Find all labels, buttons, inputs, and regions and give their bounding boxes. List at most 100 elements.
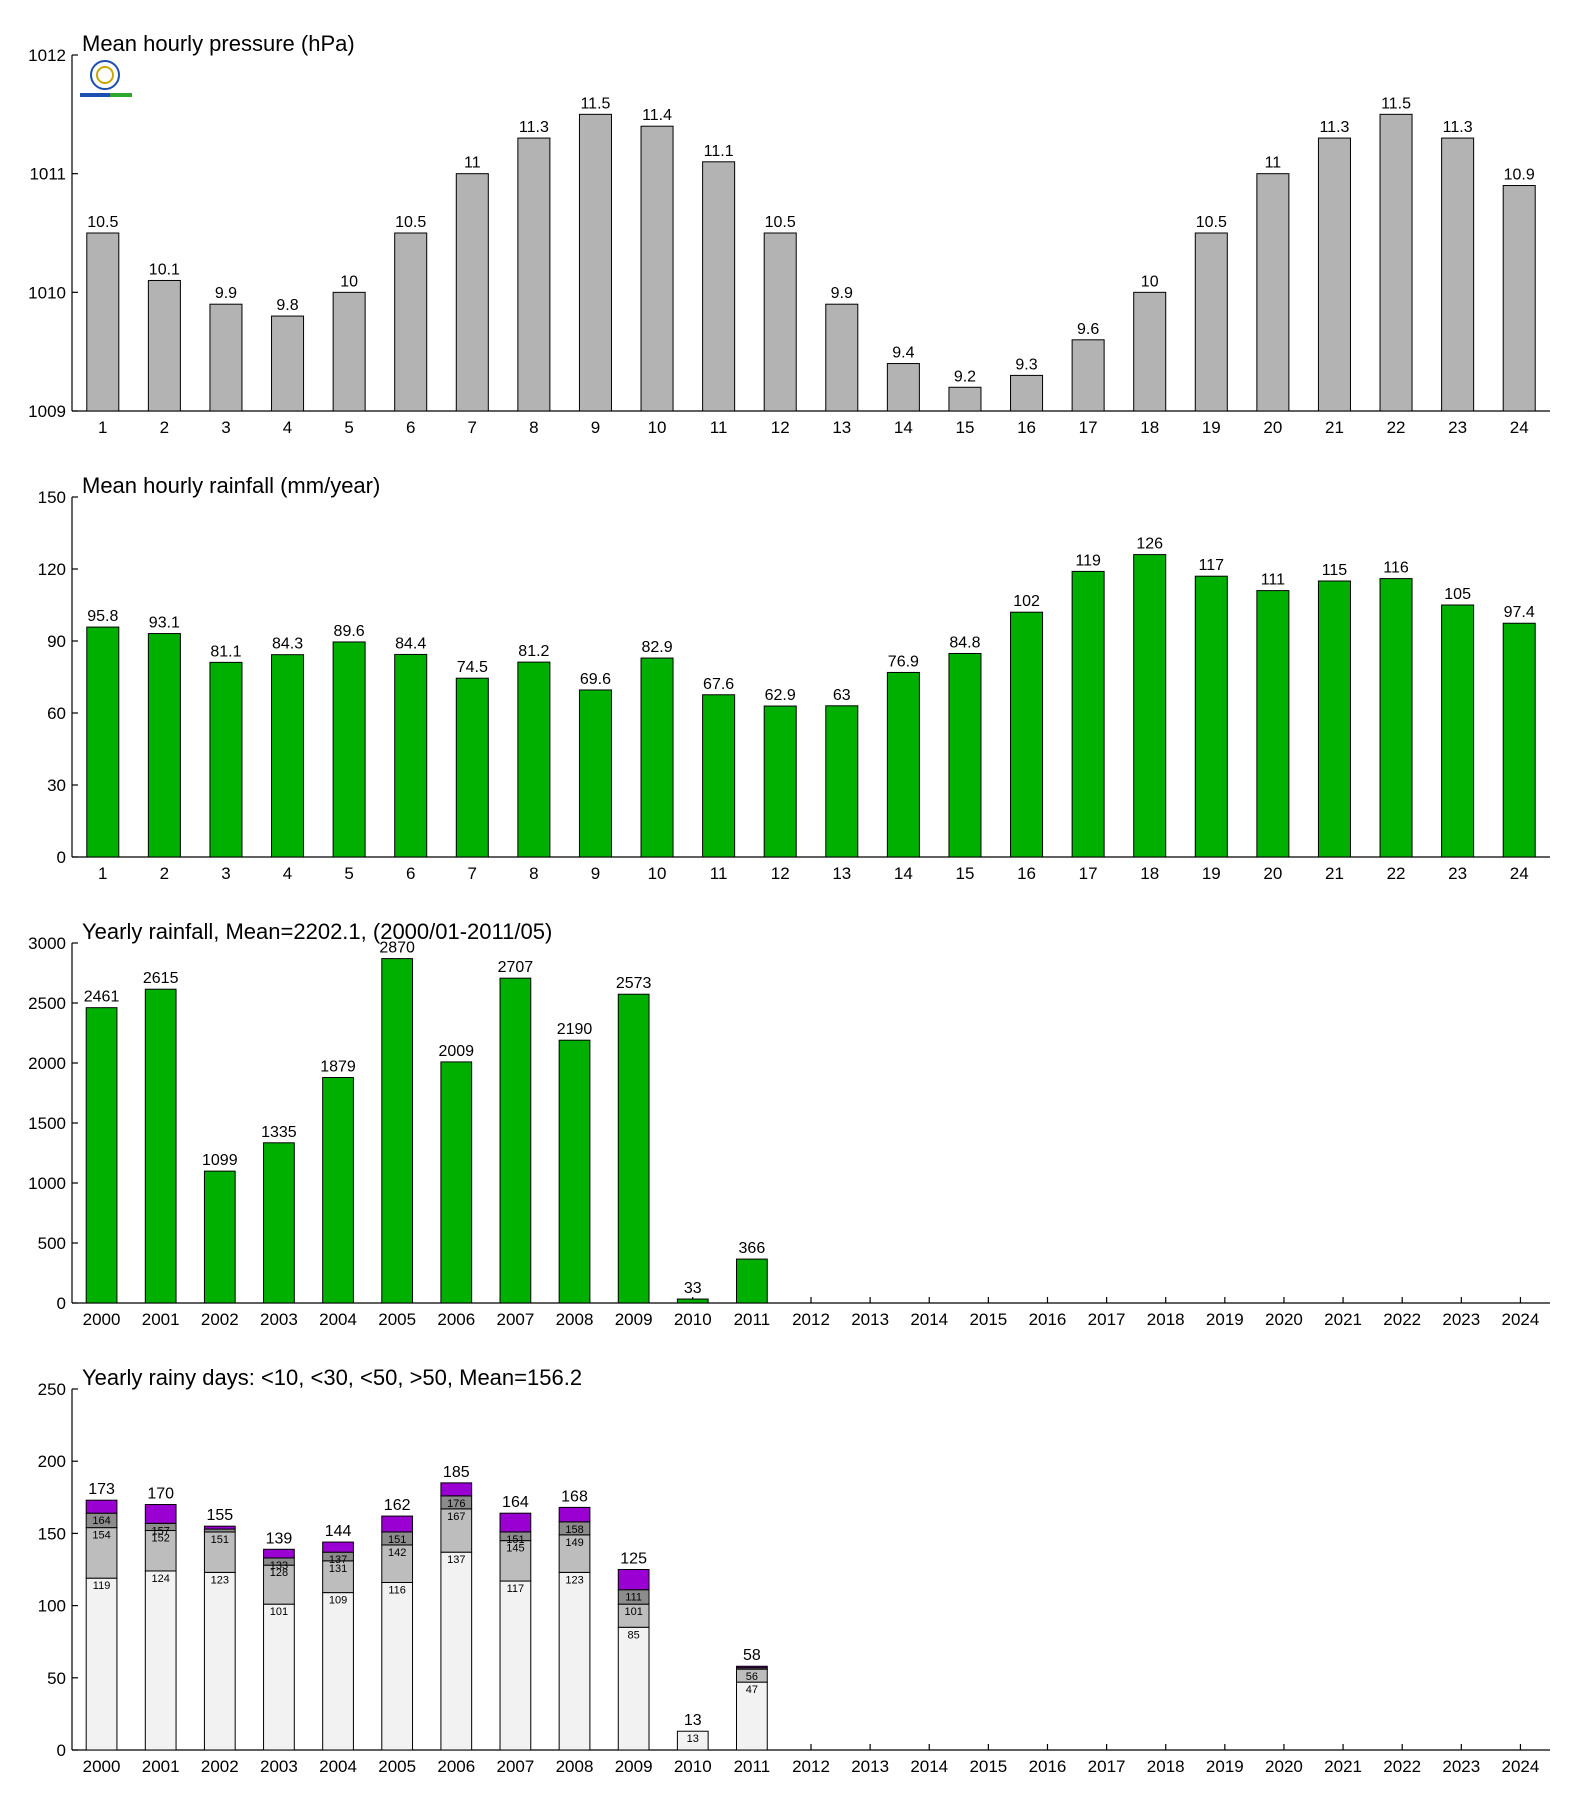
hourly-rainfall-bar (86, 626, 120, 858)
rainy-days-total-label: 13 (684, 1712, 702, 1729)
yearly-rainfall-value-label: 33 (684, 1280, 702, 1297)
rainy-days-segment-label: 128 (270, 1567, 288, 1579)
rainy-days-segment-label: 117 (507, 1583, 525, 1595)
rainy-days-title: Yearly rainy days: <10, <30, <50, >50, M… (82, 1365, 582, 1390)
hourly-rainfall-bar (1379, 578, 1413, 858)
pressure-x-tick-label: 12 (771, 418, 790, 437)
rainy-days-segment-label: 137 (447, 1554, 465, 1566)
hourly-rainfall-value-label: 111 (1261, 572, 1285, 589)
rainy-days-segment-2 (85, 1527, 118, 1579)
rainy-days-y-tick-label: 250 (38, 1380, 66, 1399)
yearly-rainfall-value-label: 1879 (320, 1059, 356, 1076)
rainy-days-x-tick-label: 2004 (319, 1757, 357, 1776)
pressure-value-label: 11.3 (1319, 119, 1349, 136)
hourly-rainfall-value-label: 119 (1075, 552, 1101, 569)
rainy-days-segment-4 (322, 1541, 354, 1553)
pressure-value-label: 10.5 (395, 214, 426, 231)
yearly-rainfall-y-tick-label: 500 (38, 1234, 66, 1253)
rainy-days-total-label: 185 (443, 1464, 470, 1481)
rainy-days-segment-label: 56 (746, 1671, 758, 1683)
yearly-rainfall-x-tick-label: 2012 (792, 1310, 830, 1329)
hourly-rainfall-bar (1317, 580, 1351, 858)
yearly-rainfall-value-label: 2870 (379, 940, 415, 957)
hourly-rainfall-bar (1441, 604, 1475, 858)
pressure-bar (825, 303, 859, 412)
rainy-days-x-tick-label: 2006 (437, 1757, 475, 1776)
pressure-value-label: 9.2 (954, 368, 976, 385)
pressure-bar (86, 232, 120, 412)
rainy-days-total-label: 170 (147, 1486, 174, 1503)
yearly-rainfall-x-tick-label: 2020 (1265, 1310, 1303, 1329)
rainy-days-segment-label: 137 (329, 1554, 347, 1566)
hourly-rainfall-title: Mean hourly rainfall (mm/year) (82, 473, 380, 498)
pressure-value-label: 11.1 (704, 143, 734, 160)
hourly-rainfall-y-tick-label: 150 (38, 488, 66, 507)
yearly-rainfall-bar (676, 1298, 709, 1304)
hourly-rainfall-value-label: 126 (1136, 536, 1163, 553)
pressure-bar (1441, 137, 1475, 412)
hourly-rainfall-x-tick-label: 13 (832, 864, 851, 883)
hourly-rainfall-x-tick-label: 19 (1202, 864, 1221, 883)
hourly-rainfall-value-label: 67.6 (703, 676, 734, 693)
yearly-rainfall-x-tick-label: 2003 (260, 1310, 298, 1329)
rainy-days-segment-1 (322, 1592, 354, 1751)
hourly-rainfall-x-tick-label: 9 (591, 864, 600, 883)
yearly-rainfall-x-tick-label: 2007 (496, 1310, 534, 1329)
rainy-days-segment-1 (144, 1570, 177, 1751)
yearly-rainfall-x-tick-label: 2004 (319, 1310, 357, 1329)
logo-seal (90, 60, 120, 90)
hourly-rainfall-bar (640, 657, 674, 858)
rainy-days-x-tick-label: 2008 (556, 1757, 594, 1776)
yearly-rainfall-x-tick-label: 2001 (142, 1310, 180, 1329)
hourly-rainfall-x-tick-label: 3 (221, 864, 230, 883)
pressure-value-label: 9.4 (892, 345, 914, 362)
hourly-rainfall-x-tick-label: 15 (955, 864, 974, 883)
pressure-bar (455, 173, 489, 412)
hourly-rainfall-chart: Mean hourly rainfall (mm/year)0306090120… (38, 473, 1550, 883)
pressure-x-tick-label: 7 (468, 418, 477, 437)
pressure-bar (886, 363, 920, 412)
hourly-rainfall-value-label: 115 (1322, 562, 1348, 579)
pressure-x-tick-label: 19 (1202, 418, 1221, 437)
pressure-x-tick-label: 21 (1325, 418, 1344, 437)
rainy-days-total-label: 144 (325, 1523, 352, 1540)
hourly-rainfall-value-label: 84.3 (272, 636, 303, 653)
pressure-bar (1317, 137, 1351, 412)
logo-bar (80, 93, 132, 97)
pressure-value-label: 9.3 (1015, 356, 1037, 373)
yearly-rainfall-x-tick-label: 2008 (556, 1310, 594, 1329)
logo-seal-inner (96, 66, 114, 84)
hourly-rainfall-x-tick-label: 2 (160, 864, 169, 883)
yearly-rainfall-bar (322, 1077, 354, 1304)
hourly-rainfall-x-tick-label: 23 (1448, 864, 1467, 883)
hourly-rainfall-x-tick-label: 24 (1510, 864, 1529, 883)
yearly-rainfall-value-label: 2573 (616, 975, 652, 992)
hourly-rainfall-bar (1071, 570, 1105, 858)
rainy-days-segment-label: 158 (565, 1524, 583, 1536)
yearly-rainfall-bar (736, 1258, 768, 1304)
pressure-value-label: 11 (1265, 155, 1282, 172)
hourly-rainfall-bar (1133, 554, 1167, 858)
hourly-rainfall-bar (147, 633, 181, 858)
pressure-bar (948, 386, 982, 412)
hourly-rainfall-value-label: 63 (833, 687, 851, 704)
rainy-days-x-tick-label: 2017 (1088, 1757, 1126, 1776)
rainy-days-total-label: 125 (620, 1551, 647, 1568)
hourly-rainfall-x-tick-label: 16 (1017, 864, 1036, 883)
rainy-days-total-label: 173 (88, 1481, 115, 1498)
rainy-days-segment-4 (736, 1665, 768, 1669)
pressure-bar (1071, 339, 1105, 412)
rainy-days-segment-1 (736, 1681, 768, 1751)
rainy-days-segment-label: 85 (628, 1629, 640, 1641)
hourly-rainfall-bar (825, 705, 859, 858)
pressure-bar (702, 161, 736, 412)
yearly-rainfall-chart: Yearly rainfall, Mean=2202.1, (2000/01-2… (28, 919, 1550, 1329)
pressure-x-tick-label: 5 (344, 418, 353, 437)
hourly-rainfall-x-tick-label: 11 (710, 864, 728, 883)
rainy-days-segment-label: 164 (92, 1515, 110, 1527)
yearly-rainfall-x-tick-label: 2015 (969, 1310, 1007, 1329)
yearly-rainfall-title: Yearly rainfall, Mean=2202.1, (2000/01-2… (82, 919, 552, 944)
rainy-days-segment-label: 176 (447, 1498, 465, 1510)
rainy-days-segment-1 (203, 1571, 236, 1751)
yearly-rainfall-x-tick-label: 2000 (83, 1310, 121, 1329)
